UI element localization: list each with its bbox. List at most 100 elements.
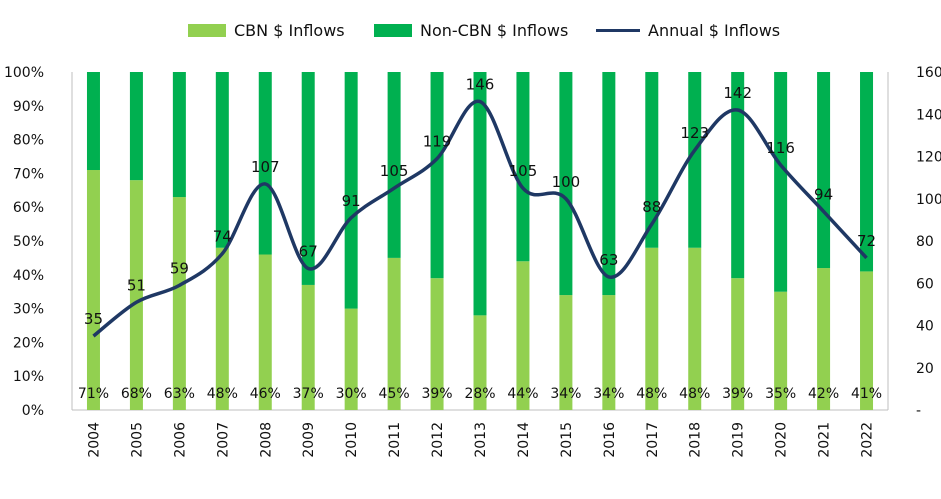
right-tick-label: 100 — [916, 192, 941, 208]
bar-cbn — [301, 284, 315, 410]
legend-label-annual: Annual $ Inflows — [648, 20, 781, 40]
cbn-share-label: 68% — [121, 386, 152, 402]
annual-value-label: 59 — [170, 259, 189, 277]
cbn-share-label: 34% — [550, 386, 581, 402]
legend-item-non-cbn: Non-CBN $ Inflows — [374, 18, 568, 42]
cbn-share-label: 42% — [808, 386, 839, 402]
annual-value-label: 105 — [509, 162, 538, 180]
right-tick-label: 80 — [916, 234, 934, 250]
bar-cbn — [516, 261, 530, 410]
annual-value-label: 146 — [466, 76, 495, 94]
cbn-share-label: 48% — [679, 386, 710, 402]
cbn-share-label: 28% — [464, 386, 495, 402]
bar-cbn — [258, 254, 272, 410]
x-tick-label: 2010 — [344, 422, 360, 458]
bar-non-cbn — [430, 72, 444, 279]
annual-value-label: 123 — [680, 124, 709, 142]
bar-non-cbn — [86, 72, 100, 171]
bar-non-cbn — [344, 72, 358, 309]
bar-cbn — [817, 268, 831, 410]
annual-value-label: 51 — [127, 276, 146, 294]
left-tick-label: 60% — [13, 200, 44, 216]
bar-cbn — [172, 197, 186, 410]
cbn-share-label: 37% — [293, 386, 324, 402]
legend-swatch-cbn — [188, 23, 226, 37]
cbn-share-label: 44% — [507, 386, 538, 402]
bar-non-cbn — [301, 72, 315, 285]
right-tick-label: 140 — [916, 107, 941, 123]
left-tick-label: 20% — [13, 335, 44, 351]
annual-value-label: 91 — [342, 192, 361, 210]
legend-item-cbn: CBN $ Inflows — [188, 18, 345, 42]
left-tick-label: 100% — [4, 65, 44, 81]
x-tick-label: 2016 — [602, 422, 618, 458]
legend-item-annual: Annual $ Inflows — [596, 18, 780, 42]
left-tick-label: 30% — [13, 302, 44, 318]
legend-swatch-non-cbn — [374, 23, 412, 37]
cbn-share-label: 48% — [636, 386, 667, 402]
left-tick-label: 80% — [13, 133, 44, 149]
cbn-share-label: 63% — [164, 386, 195, 402]
annual-value-label: 88 — [642, 198, 661, 216]
x-tick-label: 2009 — [301, 422, 317, 458]
right-tick-label: 160 — [916, 65, 941, 81]
bar-non-cbn — [215, 72, 229, 248]
bar-non-cbn — [258, 72, 272, 255]
bar-non-cbn — [688, 72, 702, 248]
legend-label-cbn: CBN $ Inflows — [234, 20, 345, 40]
bar-cbn — [86, 170, 100, 410]
x-tick-label: 2014 — [516, 422, 532, 458]
bar-cbn — [344, 308, 358, 410]
x-tick-label: 2005 — [129, 422, 145, 458]
x-tick-label: 2007 — [215, 422, 231, 458]
cbn-share-label: 45% — [379, 386, 410, 402]
x-tick-label: 2017 — [645, 422, 661, 458]
x-tick-label: 2011 — [387, 422, 403, 458]
annual-value-label: 74 — [213, 228, 232, 246]
cbn-share-label: 35% — [765, 386, 796, 402]
bar-non-cbn — [387, 72, 401, 258]
cbn-share-label: 39% — [722, 386, 753, 402]
bar-cbn — [215, 247, 229, 410]
x-tick-label: 2004 — [86, 422, 102, 458]
x-tick-label: 2008 — [258, 422, 274, 458]
x-tick-label: 2019 — [731, 422, 747, 458]
cbn-share-label: 41% — [851, 386, 882, 402]
bar-non-cbn — [860, 72, 874, 272]
bar-non-cbn — [473, 72, 487, 316]
annual-value-label: 105 — [380, 162, 409, 180]
bar-cbn — [860, 271, 874, 410]
bar-cbn — [645, 247, 659, 410]
bar-cbn — [602, 295, 616, 410]
x-tick-label: 2021 — [817, 422, 833, 458]
annual-inflows-line — [92, 99, 868, 338]
bar-cbn — [774, 291, 788, 410]
annual-value-label: 63 — [599, 251, 618, 269]
bar-non-cbn — [817, 72, 831, 269]
bar-non-cbn — [602, 72, 616, 296]
bar-non-cbn — [516, 72, 530, 262]
x-tick-label: 2012 — [430, 422, 446, 458]
annual-value-label: 35 — [84, 310, 103, 328]
bar-cbn — [129, 180, 143, 410]
bar-cbn — [731, 278, 745, 410]
bar-cbn — [688, 247, 702, 410]
right-tick-label: 60 — [916, 276, 934, 292]
x-tick-label: 2018 — [688, 422, 704, 458]
right-tick-label: 20 — [916, 361, 934, 377]
x-tick-label: 2022 — [860, 422, 876, 458]
cbn-share-label: 46% — [250, 386, 281, 402]
annual-value-label: 116 — [766, 139, 795, 157]
right-tick-label: 40 — [916, 319, 934, 335]
x-tick-label: 2020 — [774, 422, 790, 458]
cbn-share-label: 30% — [336, 386, 367, 402]
bar-non-cbn — [731, 72, 745, 279]
cbn-share-label: 34% — [593, 386, 624, 402]
annual-value-label: 67 — [299, 242, 318, 260]
bar-cbn — [559, 295, 573, 410]
bar-non-cbn — [559, 72, 573, 296]
bar-non-cbn — [774, 72, 788, 292]
legend-label-non-cbn: Non-CBN $ Inflows — [420, 20, 569, 40]
bar-non-cbn — [172, 72, 186, 198]
